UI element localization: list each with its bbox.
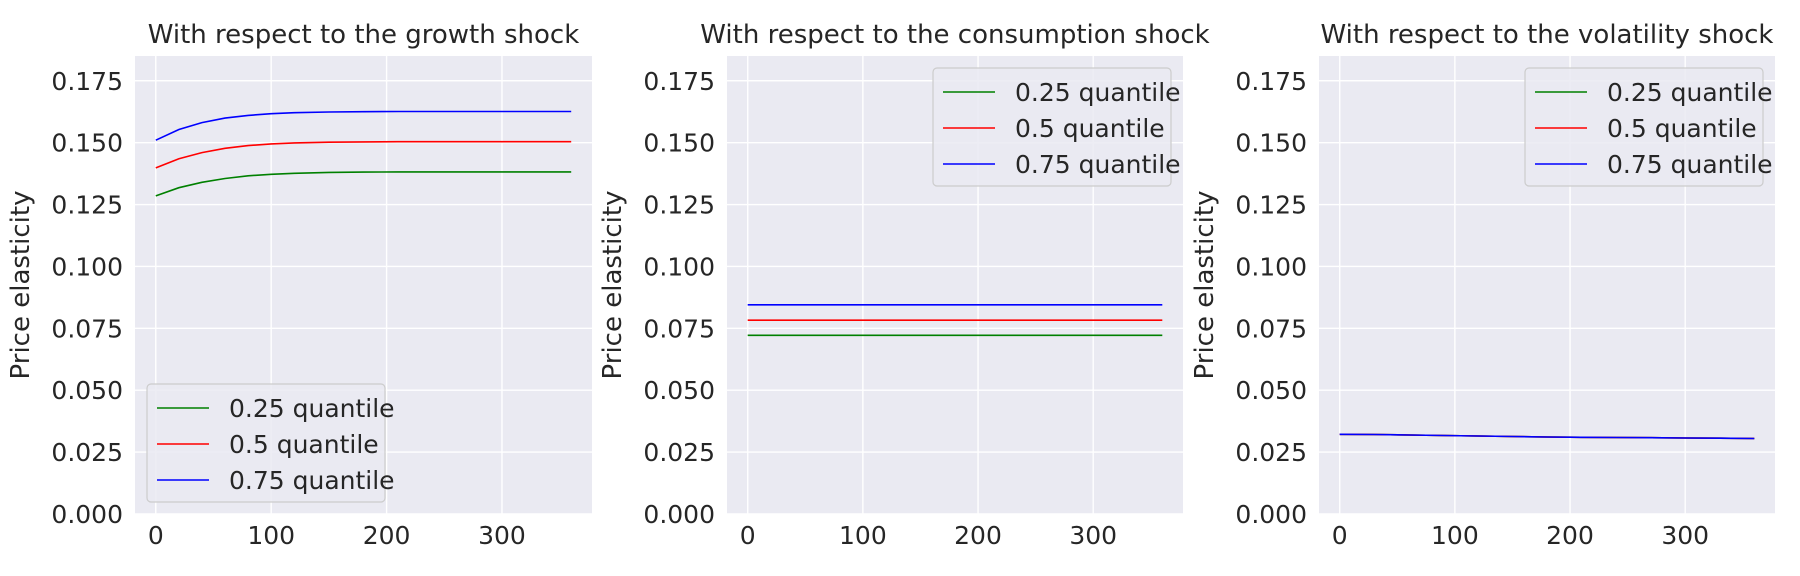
legend-box	[932, 67, 1172, 187]
chart-panel-1: 0.000 0.025 0.050 0.075 0.100 0.125 0.150 0.175…	[6, 20, 592, 550]
legend-entry: 0.5 quantile	[229, 430, 379, 459]
legend-entry: 0.5 quantile	[1015, 114, 1165, 143]
y-tick-label: 0.000	[1235, 500, 1307, 529]
x-tick-label: 100	[247, 521, 295, 550]
legend-box	[1524, 67, 1764, 187]
y-tick-label: 0.100	[51, 252, 123, 281]
x-tick-label: 0	[740, 521, 756, 550]
legend: 0.25 quantile 0.5 quantile 0.75 quantile	[932, 67, 1181, 187]
y-tick-label: 0.025	[51, 438, 123, 467]
legend: 0.25 quantile 0.5 quantile 0.75 quantile	[1524, 67, 1773, 187]
chart-panel-2: 0.000 0.025 0.050 0.075 0.100 0.125 0.150 0.175…	[598, 20, 1210, 550]
y-tick-label: 0.050	[643, 376, 715, 405]
chart-panel-3: 0.000 0.025 0.050 0.075 0.100 0.125 0.150 0.175…	[1190, 20, 1775, 550]
y-tick-label: 0.125	[643, 191, 715, 220]
x-tick-label: 100	[839, 521, 887, 550]
y-tick-label: 0.025	[643, 438, 715, 467]
y-axis-label: Price elasticity	[6, 191, 36, 380]
y-tick-label: 0.025	[1235, 438, 1307, 467]
legend-entry: 0.25 quantile	[1607, 78, 1773, 107]
x-tick-label: 100	[1431, 521, 1479, 550]
y-tick-label: 0.125	[51, 191, 123, 220]
y-tick-label: 0.075	[51, 314, 123, 343]
y-tick-label: 0.175	[51, 67, 123, 96]
y-axis-label: Price elasticity	[1190, 191, 1220, 380]
y-axis-label: Price elasticity	[598, 191, 628, 380]
legend-box	[146, 383, 386, 503]
x-tick-label: 200	[1546, 521, 1594, 550]
y-tick-label: 0.175	[643, 67, 715, 96]
x-tick-label: 200	[954, 521, 1002, 550]
x-tick-label: 200	[363, 521, 411, 550]
y-tick-label: 0.075	[1235, 314, 1307, 343]
chart-title: With respect to the consumption shock	[700, 20, 1209, 50]
y-tick-label: 0.100	[643, 252, 715, 281]
y-tick-label: 0.150	[51, 129, 123, 158]
legend-entry: 0.5 quantile	[1607, 114, 1757, 143]
y-tick-label: 0.150	[643, 129, 715, 158]
legend-entry: 0.25 quantile	[229, 394, 395, 423]
legend-entry: 0.75 quantile	[229, 466, 395, 495]
y-tick-label: 0.050	[51, 376, 123, 405]
y-tick-label: 0.100	[1235, 252, 1307, 281]
chart-title: With respect to the growth shock	[148, 20, 580, 50]
series-line-3	[155, 110, 572, 141]
x-tick-label: 300	[478, 521, 526, 550]
y-tick-label: 0.175	[1235, 67, 1307, 96]
chart-title: With respect to the volatility shock	[1321, 20, 1774, 50]
legend-entry: 0.75 quantile	[1607, 150, 1773, 179]
y-tick-label: 0.150	[1235, 129, 1307, 158]
series-line-3	[1339, 433, 1755, 440]
x-tick-label: 0	[1332, 521, 1348, 550]
y-tick-label: 0.125	[1235, 191, 1307, 220]
legend-entry: 0.25 quantile	[1015, 78, 1181, 107]
legend-entry: 0.75 quantile	[1015, 150, 1181, 179]
series-line-1	[155, 171, 572, 197]
series-line-2	[155, 140, 572, 169]
legend: 0.25 quantile 0.5 quantile 0.75 quantile	[146, 383, 395, 503]
y-tick-label: 0.050	[1235, 376, 1307, 405]
x-tick-label: 300	[1069, 521, 1117, 550]
y-tick-label: 0.075	[643, 314, 715, 343]
y-tick-label: 0.000	[51, 500, 123, 529]
y-tick-label: 0.000	[643, 500, 715, 529]
x-tick-label: 300	[1661, 521, 1709, 550]
x-tick-label: 0	[148, 521, 164, 550]
